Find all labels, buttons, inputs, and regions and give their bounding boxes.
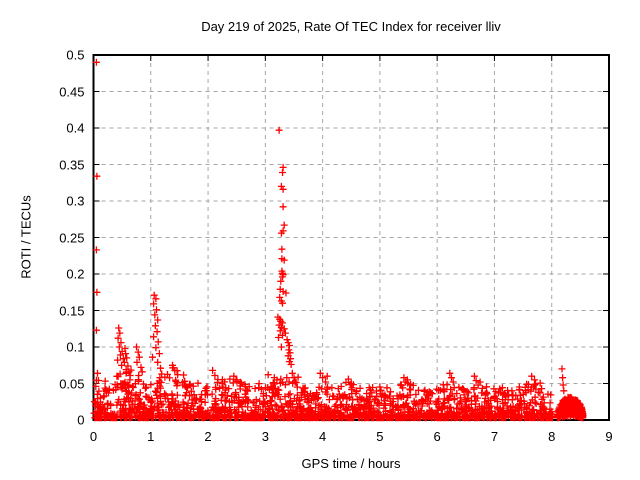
y-tick-label: 0.2 [66, 266, 85, 282]
x-tick-label: 0 [89, 429, 98, 444]
y-tick-label: 0.5 [66, 47, 85, 63]
y-tick-label: 0.35 [59, 157, 85, 172]
x-tick-label: 3 [261, 429, 269, 444]
x-tick-label: 5 [376, 429, 384, 444]
x-tick-label: 2 [204, 429, 212, 444]
x-tick-label: 7 [490, 429, 499, 444]
grid-lines [93, 55, 609, 420]
y-tick-label: 0 [77, 412, 85, 428]
data-points [90, 58, 587, 422]
x-tick-label: 8 [548, 429, 556, 444]
x-tick-label: 1 [147, 429, 155, 444]
y-tick-label: 0.4 [66, 120, 85, 136]
x-tick-label: 4 [318, 429, 327, 444]
y-tick-label: 0.05 [59, 376, 85, 391]
y-tick-label: 0.25 [59, 230, 85, 245]
chart-title: Day 219 of 2025, Rate Of TEC Index for r… [201, 19, 501, 34]
x-axis-label: GPS time / hours [301, 456, 401, 471]
y-tick-label: 0.1 [66, 339, 85, 355]
x-tick-label: 6 [433, 429, 441, 444]
y-tick-label: 0.3 [66, 193, 85, 209]
x-tick-label: 9 [605, 429, 613, 444]
axis-ticks [93, 54, 610, 421]
y-tick-label: 0.15 [59, 303, 85, 318]
y-tick-label: 0.45 [59, 84, 85, 99]
